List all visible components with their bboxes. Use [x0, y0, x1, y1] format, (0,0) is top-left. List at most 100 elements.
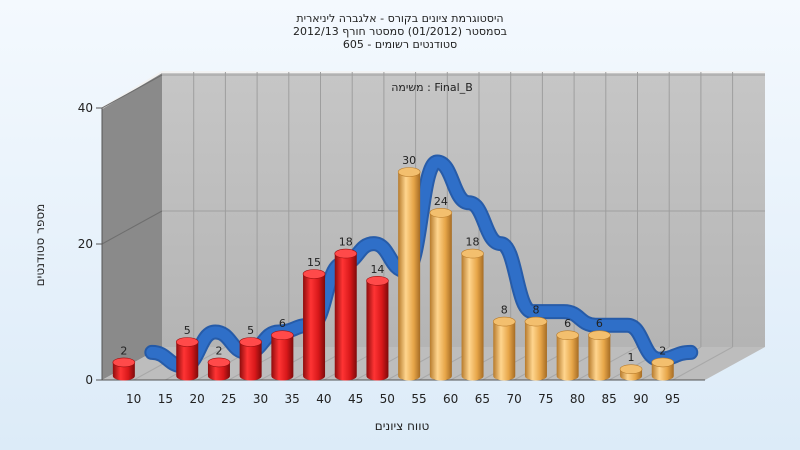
x-tick-label: 30 — [253, 392, 268, 406]
y-axis-label: מספר סטודנטים — [33, 204, 47, 287]
bar-value-label: 18 — [466, 236, 480, 249]
bar-value-label: 24 — [434, 195, 448, 208]
bar — [366, 275, 389, 381]
title-line-2: בסמסטר (01/2012) סמסטר חורף 2012/13 — [293, 25, 507, 38]
bar-cap — [461, 248, 484, 259]
bar — [207, 357, 231, 381]
bar — [492, 316, 516, 381]
bar — [271, 330, 294, 381]
bar-value-label: 18 — [339, 236, 353, 249]
bar-cap — [556, 330, 579, 341]
bar-cap — [397, 167, 421, 177]
x-tick-labels: 10 15 20 25 30 35 40 45 50 55 60 65 70 75 80 85 90 95 — [126, 392, 680, 406]
bar-value-label: 1 — [628, 351, 635, 364]
x-tick-label: 70 — [506, 392, 521, 406]
x-tick-label: 90 — [633, 392, 648, 406]
x-tick-label: 75 — [538, 392, 553, 406]
bar-body — [524, 321, 547, 381]
bar-body — [461, 253, 484, 381]
bar-body — [334, 253, 357, 381]
bars — [112, 167, 675, 381]
x-tick-label: 10 — [126, 392, 141, 406]
bar-body — [271, 335, 294, 381]
bar — [651, 357, 675, 381]
bar-body — [556, 335, 579, 381]
x-tick-label: 60 — [443, 392, 458, 406]
x-tick-label: 15 — [158, 392, 173, 406]
bar-value-label: 6 — [564, 317, 571, 330]
bar-cap — [588, 330, 611, 341]
bar-value-label: 15 — [307, 256, 321, 269]
bar — [588, 330, 611, 381]
bar — [397, 167, 421, 381]
bar-body — [398, 172, 421, 381]
bar-body — [429, 212, 452, 381]
bar-cap — [366, 275, 389, 286]
bar-cap — [271, 330, 294, 341]
bar — [461, 248, 484, 381]
bar — [239, 337, 262, 381]
left-wall — [102, 72, 162, 380]
y-tick-label: 0 — [85, 373, 93, 387]
bar — [175, 337, 199, 381]
bar-value-label: 2 — [215, 344, 222, 357]
bar-cap — [619, 364, 643, 375]
bar-body — [239, 342, 262, 381]
chart-title: היסטוגרמת ציונים בקורס - אלגברה ליניארית… — [293, 12, 507, 51]
bar-cap — [334, 248, 358, 259]
bar-body — [303, 274, 326, 381]
bar-body — [366, 280, 389, 381]
x-tick-label: 85 — [602, 392, 617, 406]
bar-value-label: 6 — [279, 317, 286, 330]
bar — [112, 357, 136, 381]
value-labels: 2 5 2 5 6 15 18 14 30 24 18 8 8 6 6 1 2 — [120, 154, 666, 364]
bar-cap — [492, 316, 516, 327]
x-axis-label: טווח ציונים — [375, 419, 430, 433]
bar-value-label: 2 — [120, 344, 127, 357]
x-tick-label: 35 — [285, 392, 300, 406]
bar-value-label: 6 — [596, 317, 603, 330]
bar-body — [588, 335, 611, 381]
x-tick-label: 40 — [316, 392, 331, 406]
title-line-1: היסטוגרמת ציונים בקורס - אלגברה ליניארית — [296, 12, 503, 25]
bar-body — [493, 321, 516, 381]
left-gridline — [101, 210, 163, 245]
bar-value-label: 5 — [247, 324, 254, 337]
x-tick-label: 50 — [380, 392, 395, 406]
x-tick-label: 25 — [221, 392, 236, 406]
bar — [556, 330, 579, 381]
bar-value-label: 2 — [659, 344, 666, 357]
bar — [619, 364, 643, 381]
y-tick-label: 40 — [78, 101, 93, 115]
bar — [302, 269, 326, 381]
bar-cap — [302, 269, 326, 279]
bar-value-label: 8 — [532, 304, 539, 317]
x-tick-label: 20 — [189, 392, 204, 406]
bar-cap — [175, 337, 199, 347]
bar-cap — [651, 357, 675, 368]
bar-value-label: 30 — [402, 154, 416, 167]
left-gridline — [101, 74, 163, 109]
bar-body — [651, 362, 674, 381]
y-tick-labels: 0 20 40 — [78, 101, 93, 387]
bar — [524, 316, 548, 381]
y-tick-label: 20 — [78, 237, 93, 251]
bar-value-label: 5 — [184, 324, 191, 337]
x-tick-label: 45 — [348, 392, 363, 406]
floor-gridline — [672, 346, 733, 381]
bar-cap — [429, 208, 453, 218]
bar-body — [207, 362, 230, 381]
bar-cap — [112, 357, 136, 368]
x-tick-label: 80 — [570, 392, 585, 406]
x-tick-label: 95 — [665, 392, 680, 406]
bar-value-label: 14 — [370, 263, 384, 276]
bar-cap — [207, 357, 231, 368]
x-tick-label: 65 — [475, 392, 490, 406]
x-tick-label: 55 — [411, 392, 426, 406]
bar-cap — [524, 316, 548, 327]
top-edge — [101, 71, 765, 109]
title-line-3: 605 - סטודנטים רשומים — [343, 38, 457, 51]
bar-cap — [239, 337, 262, 347]
